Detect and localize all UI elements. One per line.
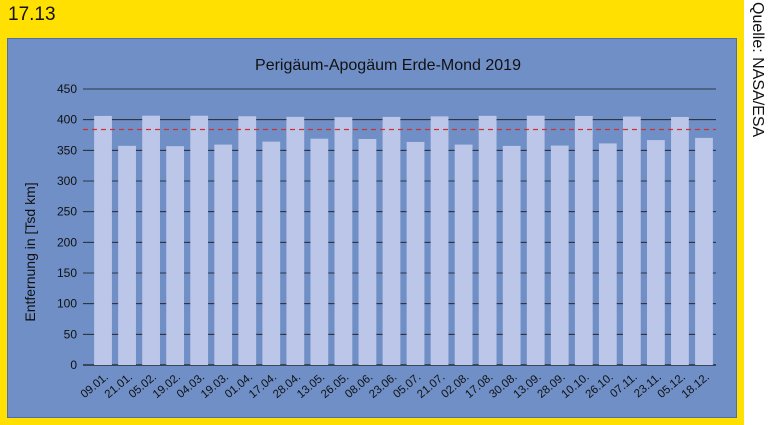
bar [550, 145, 569, 365]
y-tick-label: 200 [57, 235, 77, 249]
y-tick-label: 250 [57, 205, 77, 219]
x-tick-label: 18.12. [680, 371, 712, 401]
bar [310, 138, 329, 365]
y-tick-label: 450 [57, 82, 77, 96]
bar-chart: Perigäum-Apogäum Erde-Mond 2019 Entfernu… [22, 57, 716, 401]
x-tick-labels: 09.01.21.01.05.02.19.02.04.03.19.03.01.0… [79, 371, 712, 401]
bar [238, 116, 257, 366]
source-note: Quelle: NASA/ESA [749, 2, 766, 138]
bar [454, 144, 473, 365]
bar [622, 116, 641, 365]
bar [358, 138, 377, 365]
y-tick-label: 150 [57, 266, 77, 280]
bar [430, 116, 449, 365]
bar [214, 144, 233, 365]
y-tick-label: 300 [57, 174, 77, 188]
chart-panel: Perigäum-Apogäum Erde-Mond 2019 Entfernu… [7, 38, 737, 418]
bar [166, 146, 185, 365]
bar [406, 141, 425, 365]
bar [647, 140, 665, 365]
y-tick-label: 100 [57, 297, 77, 311]
x-tick-label: 26.10. [584, 371, 616, 401]
figure-number: 17.13 [8, 4, 56, 25]
bar [190, 115, 209, 365]
bar [671, 116, 689, 365]
bar [334, 117, 353, 365]
y-tick-label: 350 [57, 143, 77, 157]
bar [478, 115, 497, 365]
bar [286, 116, 305, 365]
y-axis-label: Entfernung in [Tsd km] [22, 182, 38, 321]
bar [118, 145, 136, 365]
bar [574, 115, 593, 366]
bar [382, 116, 401, 365]
bar [502, 145, 521, 365]
bar [526, 115, 545, 365]
bar [142, 115, 160, 366]
bars [94, 115, 713, 366]
y-tick-label: 400 [57, 113, 77, 127]
figure-frame: 17.13 Perigäum-Apogäum Erde-Mond 2019 En… [0, 0, 744, 425]
y-tick-label: 50 [64, 327, 78, 341]
bar [598, 143, 617, 365]
y-tick-label: 0 [70, 358, 77, 372]
y-tick-labels: 0 50 100 150 200 250 300 350 400 450 [57, 82, 77, 372]
bar [262, 141, 281, 365]
bar [695, 137, 713, 365]
bar [94, 115, 112, 366]
chart-title: Perigäum-Apogäum Erde-Mond 2019 [255, 57, 521, 74]
